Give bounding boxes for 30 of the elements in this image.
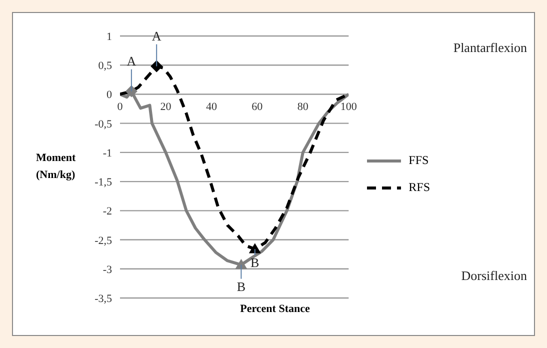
y-tick-label: -1 (102, 147, 112, 160)
text: Plantarflexion (453, 40, 527, 56)
callout-leader: B (250, 248, 260, 270)
y-axis-title: Moment (Nm/kg) (36, 152, 76, 181)
x-tick-label: 100 (340, 101, 358, 114)
callout-leader: A (126, 53, 136, 92)
y-tick-label: 0,5 (98, 60, 112, 72)
x-tick-label: 40 (206, 101, 218, 114)
annotation: B (236, 278, 246, 294)
y-tick-label: -3,5 (94, 293, 112, 305)
y-tick-label: -2 (102, 206, 112, 218)
y-tick-label: -0,5 (94, 118, 112, 130)
y-tick-label: 1 (106, 31, 112, 43)
annotation: A (126, 53, 137, 68)
callout-leader: A (152, 28, 162, 67)
x-tick-label: 60 (252, 101, 264, 114)
y-tick-label: -3 (102, 264, 112, 276)
x-tick-label: 80 (297, 101, 309, 114)
y-tick-label: -2,5 (94, 234, 112, 247)
legend-label: RFS (408, 180, 430, 195)
x-axis-title: Percent Stance (239, 303, 311, 315)
annotation: A (152, 28, 162, 44)
y-tick-label: 0 (106, 89, 112, 102)
text: Dorsiflexion (461, 268, 527, 284)
y-tick-label: -1,5 (94, 176, 112, 189)
callout-leader: B (236, 264, 246, 294)
x-tick-label: 0 (117, 101, 124, 114)
annotation: B (250, 255, 260, 270)
x-tick-label: 20 (160, 101, 172, 114)
legend-label: FFS (408, 153, 429, 168)
